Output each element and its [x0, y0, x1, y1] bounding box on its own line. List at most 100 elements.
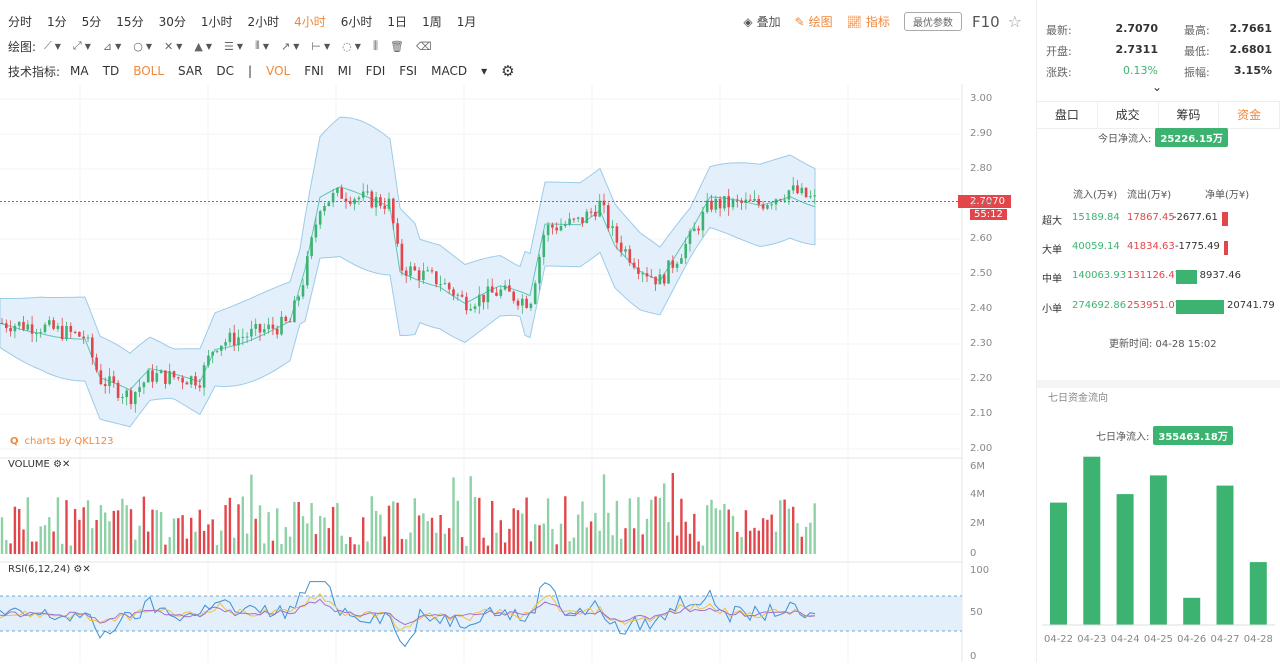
candle-body — [598, 200, 601, 217]
arrow-tool-icon[interactable]: ↗ ▼ — [281, 39, 300, 53]
candle-body — [611, 226, 614, 229]
timeframe-2[interactable]: 5分 — [81, 14, 102, 29]
line-tool-icon[interactable]: ⟋ ▼ — [44, 39, 61, 52]
timeframe-11[interactable]: 1月 — [456, 14, 477, 29]
volume-bar — [637, 497, 640, 554]
volume-bar — [293, 501, 296, 554]
draw-button[interactable]: ✎ 绘图 — [795, 13, 833, 30]
indicator-9[interactable]: FDI — [365, 64, 386, 78]
settings-icon[interactable]: ⚙ — [53, 459, 63, 470]
candle-body — [486, 286, 490, 303]
grid-tool-icon[interactable]: ⦀ ▼ — [255, 39, 270, 52]
star-icon[interactable]: ☆ — [1007, 12, 1022, 31]
volume-bar — [22, 529, 25, 554]
rsi-band — [0, 596, 962, 631]
expand-chevron-icon[interactable]: ⌄ — [1152, 80, 1163, 94]
timeframe-0[interactable]: 分时 — [8, 14, 33, 29]
cross-tool-icon[interactable]: ✕ ▼ — [164, 39, 183, 53]
volume-bar — [91, 528, 94, 554]
timeframe-6[interactable]: 2小时 — [247, 14, 280, 29]
gear-icon[interactable]: ⚙ — [501, 62, 515, 80]
timeframe-5[interactable]: 1小时 — [200, 14, 233, 29]
indicator-10[interactable]: FSI — [399, 64, 418, 78]
fib-tool-icon[interactable]: ☰ ▼ — [224, 39, 244, 53]
timeframe-8[interactable]: 6小时 — [340, 14, 373, 29]
candle-body — [736, 199, 739, 201]
indicator-6[interactable]: VOL — [266, 64, 291, 78]
volume-bar — [516, 510, 520, 554]
timeframe-10[interactable]: 1周 — [422, 14, 442, 29]
candle-body — [344, 198, 348, 202]
f10-button[interactable]: F10 — [971, 12, 1000, 31]
candle-body — [478, 294, 481, 307]
volume-bar — [727, 509, 730, 554]
volume-bar — [284, 527, 287, 554]
volume-bar — [706, 505, 709, 554]
params-button[interactable]: 最优参数 — [903, 12, 962, 31]
indicator-8[interactable]: MI — [337, 64, 352, 78]
flow-in: 40059.14 — [1072, 241, 1120, 252]
candle-body — [555, 227, 558, 231]
tab-0[interactable]: 盘口 — [1037, 102, 1098, 128]
candle-body — [688, 231, 692, 244]
eraser-icon[interactable]: ⌫ — [415, 39, 432, 53]
candle-body — [607, 205, 610, 229]
indicator-button[interactable]: 📈︎ 指标 — [847, 13, 890, 30]
tab-3[interactable]: 资金 — [1219, 102, 1280, 128]
indicator-11[interactable]: MACD — [431, 64, 468, 78]
seven-day-date: 04-23 — [1077, 634, 1106, 645]
close-icon[interactable]: ✕ — [82, 564, 91, 575]
channel-tool-icon[interactable]: ⊿ ▼ — [102, 39, 122, 53]
seven-day-chart: 04-22 04-23 04-24 04-25 04-26 04-27 04-28 — [1042, 456, 1275, 645]
comment-tool-icon[interactable]: ◌ ▼ — [342, 39, 361, 53]
volume-bar — [469, 476, 472, 554]
timeframe-4[interactable]: 30分 — [158, 14, 186, 29]
candle-body — [91, 337, 94, 358]
candle-body — [426, 270, 429, 272]
volume-bar — [452, 477, 455, 554]
timeframe-9[interactable]: 1日 — [387, 14, 408, 29]
settings-icon[interactable]: ⚙ — [73, 564, 83, 575]
volume-bar — [615, 500, 619, 554]
timeframe-3[interactable]: 15分 — [116, 14, 144, 29]
circle-tool-icon[interactable]: ○ ▼ — [133, 39, 153, 53]
candle-body — [56, 325, 60, 329]
bars-tool-icon[interactable]: ⫼ — [372, 39, 378, 52]
volume-bar — [761, 518, 765, 554]
candle-body — [349, 201, 352, 204]
indicator-1[interactable]: TD — [102, 64, 120, 78]
volume-bar — [753, 527, 756, 554]
trash-icon[interactable]: 🗑︎ — [390, 39, 404, 53]
close-icon[interactable]: ✕ — [62, 459, 71, 470]
candle-body — [435, 271, 438, 285]
volume-bar — [465, 545, 468, 554]
volume-bar — [787, 508, 791, 554]
measure-tool-icon[interactable]: ⊢ ▼ — [311, 39, 331, 53]
ray-tool-icon[interactable]: ⤢ ▼ — [72, 39, 91, 52]
seven-day-bar — [1083, 456, 1101, 625]
indicator-0[interactable]: MA — [70, 64, 89, 78]
candle-body — [215, 350, 219, 352]
triangle-tool-icon[interactable]: ▲ ▼ — [194, 39, 213, 53]
tab-1[interactable]: 成交 — [1098, 102, 1159, 128]
timeframe-1[interactable]: 1分 — [47, 14, 67, 29]
tab-2[interactable]: 筹码 — [1159, 102, 1220, 128]
price-axis-label: 2.40 — [970, 303, 993, 314]
timeframe-7[interactable]: 4小时 — [294, 14, 326, 29]
indicator-7[interactable]: FNI — [304, 64, 324, 78]
volume-bar — [577, 514, 580, 554]
candle-body — [701, 211, 705, 231]
overlay-button[interactable]: ◈ 叠加 — [743, 13, 780, 30]
indicator-4[interactable]: DC — [216, 64, 235, 78]
volume-bar — [534, 524, 537, 554]
volume-bar — [675, 535, 679, 554]
volume-bar — [245, 533, 249, 554]
price-axis-label: 2.90 — [970, 128, 993, 139]
candle-body — [116, 382, 120, 398]
indicator-2[interactable]: BOLL — [133, 64, 165, 78]
volume-bar — [387, 505, 391, 554]
indicator-3[interactable]: SAR — [178, 64, 203, 78]
more-indicators-icon[interactable]: ▾ — [481, 64, 488, 78]
price-chart[interactable] — [0, 84, 1034, 662]
candle-body — [357, 197, 361, 200]
